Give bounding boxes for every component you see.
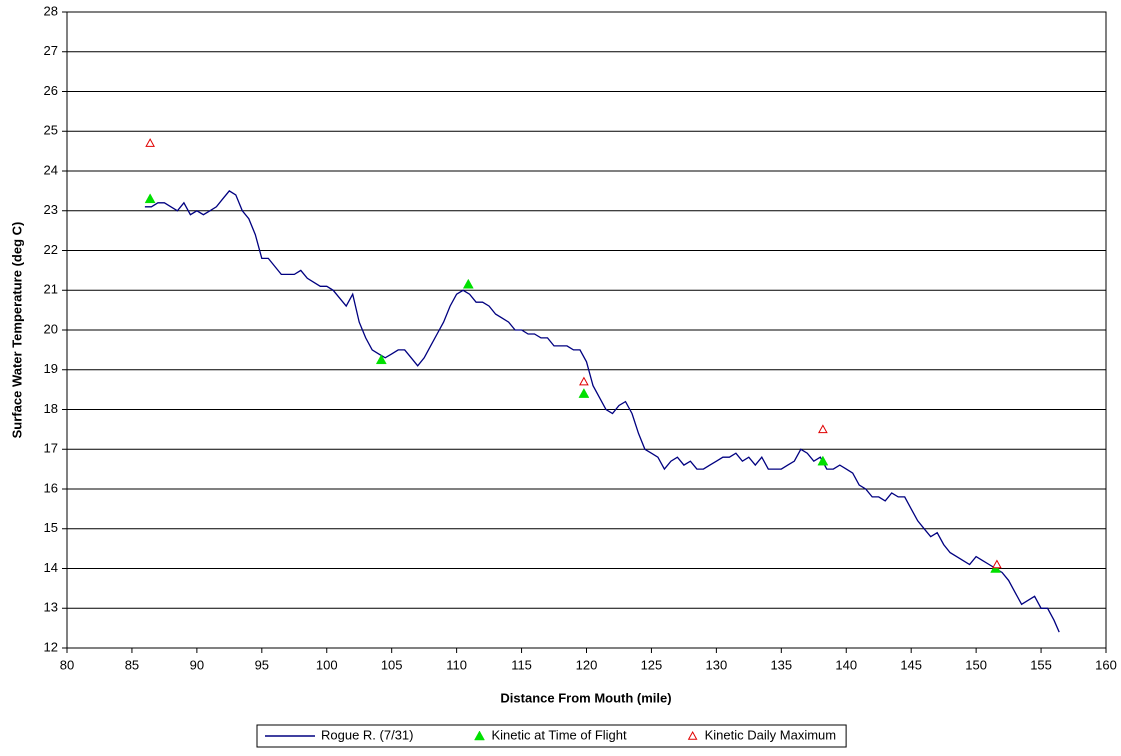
marker: [375, 354, 387, 365]
x-tick-label: 115: [511, 657, 532, 672]
x-tick-label: 95: [255, 657, 269, 672]
marker: [687, 730, 698, 740]
x-tick-label: 135: [770, 657, 792, 672]
x-tick-label: 110: [446, 657, 467, 672]
x-tick-label: 160: [1095, 657, 1117, 672]
y-tick-label: 14: [44, 560, 58, 575]
y-tick-label: 25: [44, 123, 58, 138]
y-tick-label: 18: [44, 401, 58, 416]
x-tick-label: 145: [900, 657, 922, 672]
y-tick-label: 17: [44, 441, 58, 456]
x-tick-label: 90: [190, 657, 204, 672]
y-tick-label: 15: [44, 520, 58, 535]
x-axis-title: Distance From Mouth (mile): [500, 690, 671, 705]
y-tick-label: 20: [44, 321, 58, 336]
x-tick-label: 150: [965, 657, 987, 672]
marker: [144, 193, 156, 204]
x-tick-label: 105: [381, 657, 403, 672]
plot-border: [66, 11, 1107, 649]
x-tick-label: 85: [125, 657, 139, 672]
x-tick-label: 125: [641, 657, 663, 672]
y-tick-label: 26: [44, 83, 58, 98]
y-tick-label: 13: [44, 600, 58, 615]
x-tick-label: 120: [576, 657, 598, 672]
x-tick-label: 155: [1030, 657, 1052, 672]
marker: [462, 278, 474, 289]
marker: [579, 376, 589, 386]
x-tick-label: 100: [316, 657, 338, 672]
x-tick-label: 140: [835, 657, 857, 672]
legend: [256, 724, 847, 748]
y-tick-label: 19: [44, 361, 58, 376]
y-tick-label: 24: [44, 162, 58, 177]
x-tick-label: 130: [706, 657, 728, 672]
marker: [992, 559, 1002, 569]
x-tick-label: 80: [60, 657, 74, 672]
line: [144, 190, 1060, 633]
y-tick-label: 16: [44, 480, 58, 495]
marker: [817, 455, 829, 466]
marker: [145, 138, 155, 147]
marker: [818, 424, 828, 434]
marker: [474, 730, 485, 741]
legend-label: Kinetic Daily Maximum: [705, 727, 836, 742]
legend-label: Kinetic at Time of Flight: [492, 727, 627, 742]
y-tick-label: 12: [44, 639, 58, 654]
y-tick-label: 21: [44, 282, 58, 297]
marker: [578, 388, 590, 398]
y-tick-label: 22: [44, 242, 58, 257]
y-tick-label: 28: [44, 3, 58, 18]
y-tick-label: 23: [44, 202, 58, 217]
y-axis-title: Surface Water Temperature (deg C): [9, 222, 24, 439]
legend-label: Rogue R. (7/31): [321, 727, 414, 742]
y-tick-label: 27: [44, 43, 58, 58]
